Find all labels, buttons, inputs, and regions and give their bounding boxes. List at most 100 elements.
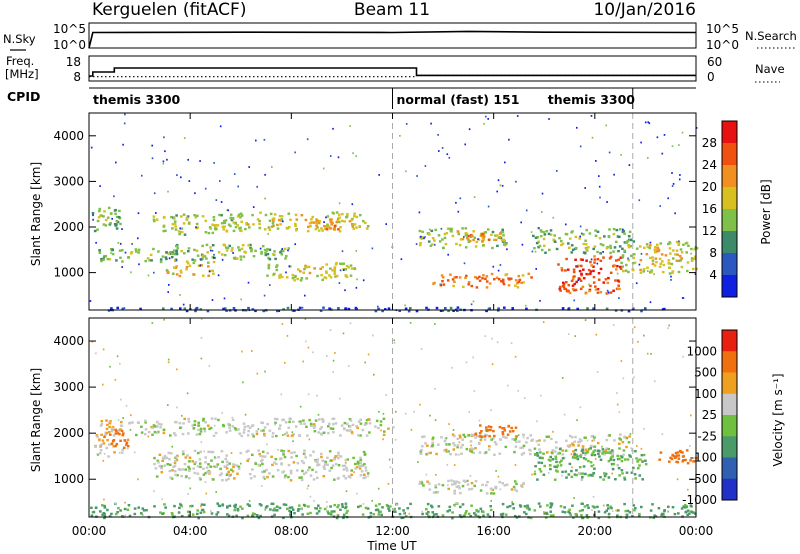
scatter-cell bbox=[232, 252, 234, 254]
data-cell bbox=[236, 224, 239, 227]
scatter-cell bbox=[491, 363, 494, 366]
data-cell bbox=[123, 446, 126, 449]
data-cell bbox=[368, 431, 371, 434]
scatter-cell bbox=[491, 337, 493, 340]
data-cell bbox=[582, 233, 585, 236]
data-cell bbox=[467, 283, 470, 286]
scatter-cell bbox=[525, 209, 528, 212]
data-cell bbox=[569, 513, 572, 516]
data-cell bbox=[171, 255, 174, 259]
scatter-cell bbox=[454, 505, 456, 508]
data-cell bbox=[562, 281, 565, 284]
data-cell bbox=[345, 429, 349, 432]
data-cell bbox=[326, 510, 329, 513]
data-cell bbox=[223, 221, 227, 225]
data-cell bbox=[210, 459, 213, 462]
data-cell bbox=[337, 464, 341, 467]
data-cell bbox=[174, 225, 177, 228]
scatter-cell bbox=[367, 353, 370, 356]
data-cell bbox=[231, 247, 234, 250]
data-cell bbox=[207, 463, 210, 466]
data-cell bbox=[592, 247, 595, 251]
data-cell bbox=[536, 454, 540, 457]
data-cell bbox=[230, 218, 234, 222]
data-cell bbox=[293, 451, 296, 454]
data-cell bbox=[516, 286, 520, 289]
data-cell bbox=[491, 230, 495, 234]
data-cell bbox=[314, 227, 318, 231]
data-cell bbox=[323, 224, 326, 228]
data-cell bbox=[128, 514, 132, 518]
scatter-cell bbox=[240, 462, 242, 465]
data-cell bbox=[627, 310, 631, 313]
data-cell bbox=[525, 506, 529, 510]
data-cell bbox=[225, 478, 228, 482]
data-cell bbox=[232, 307, 236, 310]
scatter-cell bbox=[410, 428, 413, 431]
data-cell bbox=[581, 285, 585, 288]
data-cell bbox=[231, 418, 235, 422]
data-cell bbox=[630, 238, 633, 242]
data-cell bbox=[574, 448, 578, 452]
scatter-cell bbox=[240, 298, 242, 301]
data-cell bbox=[443, 440, 447, 443]
data-cell bbox=[238, 432, 241, 436]
data-cell bbox=[273, 250, 276, 253]
data-cell bbox=[575, 246, 578, 250]
data-cell bbox=[347, 266, 350, 269]
data-cell bbox=[502, 234, 505, 237]
data-cell bbox=[402, 509, 405, 512]
scatter-cell bbox=[613, 173, 615, 176]
data-cell bbox=[199, 264, 203, 267]
data-cell bbox=[248, 226, 251, 229]
scatter-cell bbox=[226, 209, 229, 211]
data-cell bbox=[503, 429, 507, 432]
scatter-cell bbox=[119, 242, 122, 245]
data-cell bbox=[214, 228, 217, 231]
scatter-cell bbox=[288, 265, 291, 268]
data-cell bbox=[690, 259, 694, 262]
data-cell bbox=[188, 456, 192, 459]
data-cell bbox=[561, 307, 565, 310]
data-cell bbox=[274, 257, 277, 261]
data-cell bbox=[593, 436, 596, 439]
y-tick-label: 3000 bbox=[53, 174, 84, 188]
data-cell bbox=[570, 279, 574, 283]
data-cell bbox=[530, 276, 533, 279]
data-cell bbox=[108, 443, 111, 446]
data-cell bbox=[550, 504, 553, 507]
data-cell bbox=[186, 215, 190, 218]
data-cell bbox=[330, 466, 333, 470]
data-cell bbox=[658, 265, 662, 268]
data-cell bbox=[144, 428, 148, 431]
data-cell bbox=[196, 451, 200, 455]
data-cell bbox=[634, 507, 637, 510]
scatter-cell bbox=[668, 324, 670, 327]
data-cell bbox=[98, 209, 101, 213]
noise-right-tick-bottom: 10^0 bbox=[706, 38, 739, 52]
data-cell bbox=[604, 278, 608, 281]
data-cell bbox=[183, 252, 186, 255]
scatter-cell bbox=[364, 361, 366, 364]
data-cell bbox=[451, 433, 455, 436]
data-cell bbox=[484, 433, 487, 437]
data-cell bbox=[355, 215, 359, 219]
data-cell bbox=[364, 469, 368, 472]
data-cell bbox=[523, 511, 526, 514]
data-cell bbox=[261, 245, 265, 248]
data-cell bbox=[364, 422, 368, 425]
data-cell bbox=[537, 443, 541, 446]
data-cell bbox=[350, 473, 353, 476]
data-cell bbox=[303, 267, 306, 271]
data-cell bbox=[223, 465, 227, 468]
data-cell bbox=[447, 309, 450, 313]
data-cell bbox=[289, 218, 292, 221]
data-cell bbox=[341, 505, 344, 508]
data-cell bbox=[590, 474, 593, 477]
scatter-cell bbox=[183, 137, 186, 139]
data-cell bbox=[458, 514, 462, 517]
x-tick-label: 08:00 bbox=[274, 524, 309, 538]
data-cell bbox=[243, 425, 247, 429]
data-cell bbox=[355, 466, 359, 469]
data-cell bbox=[575, 469, 578, 472]
